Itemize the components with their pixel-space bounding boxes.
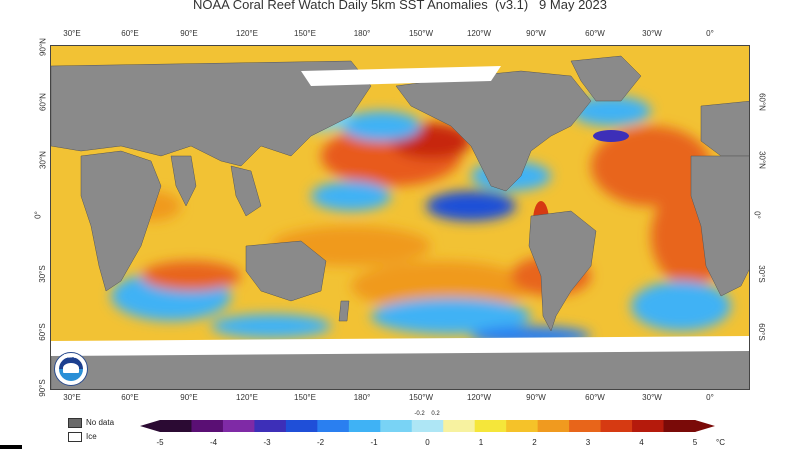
noaa-logo-text: NOAA <box>63 354 79 360</box>
colorbar-tick-label: 3 <box>585 438 591 447</box>
lat-label: 0° <box>752 211 762 219</box>
lon-label: 30°E <box>63 393 81 402</box>
noaa-logo: NOAA <box>54 352 88 386</box>
lon-label: 180° <box>353 393 371 402</box>
corner-mark <box>0 445 22 449</box>
colorbar-segment <box>191 420 224 432</box>
lon-label: 120°W <box>466 29 492 38</box>
colorbar-tick-label: -5 <box>156 438 164 447</box>
lon-label: 30°W <box>642 29 662 38</box>
colorbar-segment <box>569 420 602 432</box>
colorbar-small-tick-label: 0.2 <box>431 411 440 417</box>
colorbar-segment <box>285 420 318 432</box>
lon-label: 120°W <box>466 393 492 402</box>
colorbar-segment <box>254 420 287 432</box>
colorbar-segment <box>474 420 507 432</box>
lon-label: 60°W <box>585 29 605 38</box>
ice <box>51 66 749 356</box>
colorbar-tick-label: 4 <box>639 438 644 447</box>
colorbar-segment <box>600 420 633 432</box>
lat-label: 30°N <box>38 151 48 169</box>
colorbar-left-arrow <box>140 420 160 432</box>
lat-label: 60°S <box>757 323 767 341</box>
lon-label: 0° <box>706 29 714 38</box>
colorbar-tick-label: -1 <box>370 438 378 447</box>
colorbar-segment <box>506 420 539 432</box>
colorbar-segment <box>537 420 570 432</box>
colorbar-small-tick-label: -0.2 <box>414 411 425 417</box>
lon-label: 60°E <box>121 393 139 402</box>
colorbar-tick-label: -3 <box>263 438 271 447</box>
lat-label: 30°S <box>38 265 48 283</box>
lon-label: 0° <box>706 393 714 402</box>
lat-label: 90°N <box>38 38 48 56</box>
lon-label: 150°E <box>294 393 316 402</box>
lon-label: 30°E <box>63 29 81 38</box>
land <box>51 55 749 389</box>
lon-label: 150°W <box>408 393 434 402</box>
colorbar-segment <box>632 420 665 432</box>
lon-label: 120°E <box>236 393 258 402</box>
colorbar-unit: °C <box>716 438 725 447</box>
ice-swatch <box>68 432 82 442</box>
colorbar-segment <box>663 420 696 432</box>
colorbar-tick-label: 2 <box>532 438 537 447</box>
lon-label: 90°E <box>180 29 198 38</box>
lat-label: 60°S <box>38 323 48 341</box>
colorbar-right-arrow <box>695 420 715 432</box>
lat-label: 60°N <box>757 93 767 111</box>
colorbar-segment <box>160 420 192 432</box>
colorbar <box>140 420 715 432</box>
map-title: NOAA Coral Reef Watch Daily 5km SST Anom… <box>193 0 607 12</box>
no-data-swatch <box>68 418 82 428</box>
lon-label: 60°W <box>585 393 605 402</box>
ice-label: Ice <box>86 432 97 441</box>
colorbar-tick-label: 5 <box>692 438 698 447</box>
lon-label: 90°E <box>180 393 198 402</box>
colorbar-tick-label: -4 <box>209 438 218 447</box>
lat-label: 30°S <box>757 265 767 283</box>
colorbar-segment <box>222 420 255 432</box>
lon-label: 90°W <box>526 393 546 402</box>
lon-label: 150°W <box>408 29 434 38</box>
lat-label: 60°N <box>38 93 48 111</box>
colorbar-tick-label: -2 <box>316 438 325 447</box>
lat-label: 90°S <box>38 379 48 397</box>
lon-label: 180° <box>353 29 371 38</box>
map-canvas <box>51 55 749 389</box>
no-data-label: No data <box>86 418 115 427</box>
lon-label: 30°W <box>642 393 662 402</box>
lat-label: 30°N <box>757 151 767 169</box>
colorbar-tick-label: 0 <box>425 438 430 447</box>
lon-label: 120°E <box>236 29 258 38</box>
cold-anomaly <box>593 130 629 142</box>
colorbar-segment <box>380 420 413 432</box>
colorbar-segment <box>317 420 350 432</box>
colorbar-segment <box>443 420 476 432</box>
colorbar-segment <box>348 420 381 432</box>
lon-label: 60°E <box>121 29 139 38</box>
lat-label: 0° <box>33 211 43 219</box>
lon-label: 150°E <box>294 29 316 38</box>
colorbar-tick-label: 1 <box>478 438 484 447</box>
sst-anomaly-map[interactable] <box>50 45 750 390</box>
lon-label: 90°W <box>526 29 546 38</box>
noaa-bird-icon <box>63 363 79 373</box>
colorbar-segment <box>411 420 444 432</box>
